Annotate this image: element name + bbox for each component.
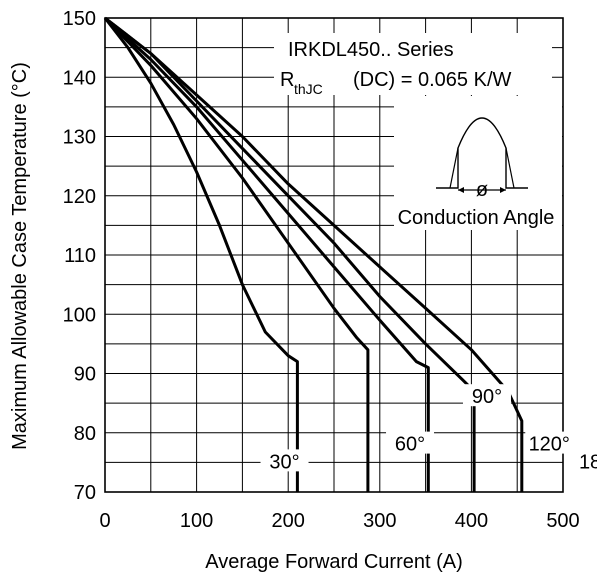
conduction-angle-label: Conduction Angle [398,207,555,229]
curve-label: 30° [269,451,299,473]
curve-label-background [386,431,435,454]
y-tick-label: 150 [63,8,96,30]
plot-border [104,17,564,493]
series-line-1 [103,16,370,492]
series-line-0 [103,17,299,492]
waveform-left-flank [449,147,459,189]
y-tick-label: 70 [74,482,96,504]
series-line-3 [104,16,476,492]
y-tick-label: 130 [63,127,96,149]
y-axis-title: Maximum Allowable Case Temperature (°C) [9,62,31,450]
curve-label-background [462,384,511,407]
rthjc-prefix: R [280,69,294,91]
curve-label: 180° [579,451,597,473]
x-axis-title: Average Forward Current (A) [205,551,463,573]
curve-label: 90° [472,386,502,408]
x-tick-label: 0 [99,510,110,532]
series-line-2 [103,16,430,492]
curve-labels: 30° 60° 90° 120° 180° [260,384,597,473]
right-arrow-icon [500,187,506,193]
y-axis-ticks: 70 80 90 100 110 120 130 140 150 [63,8,96,504]
x-tick-label: 500 [546,510,579,532]
y-tick-label: 100 [63,304,96,326]
curve-label-background [260,449,309,472]
x-tick-label: 100 [180,510,213,532]
half-sine-waveform [436,117,528,189]
series-annotation: IRKDL450.. Series R thJC (DC) = 0.065 K/… [274,33,552,97]
x-axis-ticks: 0 100 200 300 400 500 [99,510,579,532]
y-tick-label: 140 [63,67,96,89]
curve-label: 120° [529,434,570,456]
left-arrow-icon [458,187,464,193]
x-tick-label: 300 [363,510,396,532]
x-tick-label: 200 [272,510,305,532]
annotation-background [274,33,552,95]
curve-label-background [575,449,597,472]
y-tick-label: 110 [64,245,96,267]
x-tick-label: 400 [455,510,488,532]
y-tick-label: 90 [74,364,96,386]
curve-label-background [525,431,574,454]
y-tick-label: 120 [63,186,96,208]
series-title: IRKDL450.. Series [288,39,454,61]
y-tick-label: 80 [74,423,96,445]
phi-symbol: ø [476,179,488,201]
rthjc-value: (DC) = 0.065 K/W [353,69,512,91]
plot-frame [104,17,564,493]
rthjc-subscript: thJC [294,81,323,97]
waveform-right-flank [505,147,515,189]
conduction-angle-inset: ø Conduction Angle [394,96,562,230]
curve-label: 60° [395,434,425,456]
